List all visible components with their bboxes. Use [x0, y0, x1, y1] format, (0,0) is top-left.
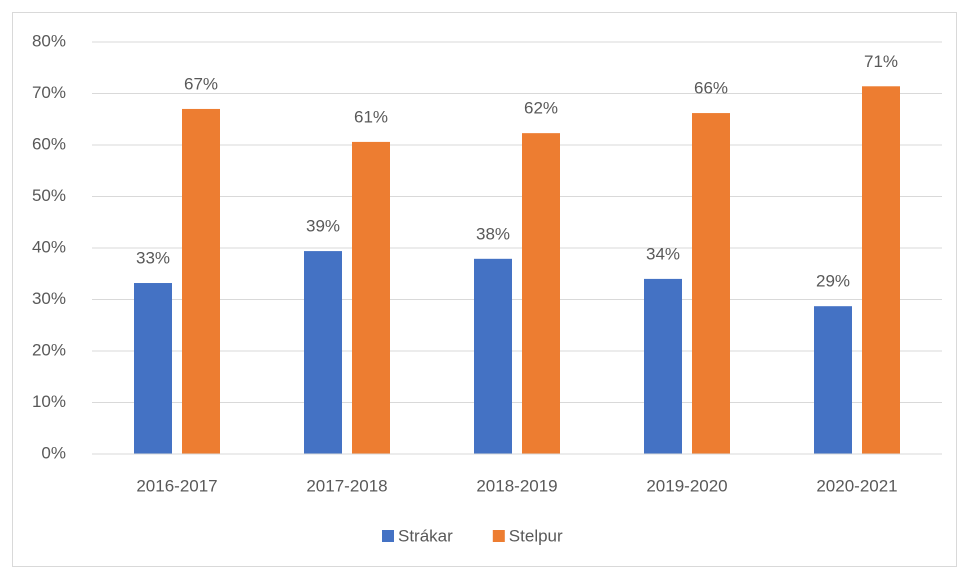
data-label: 33% — [136, 249, 170, 268]
data-label: 61% — [354, 107, 388, 126]
bar — [352, 141, 390, 454]
legend-swatch — [382, 530, 394, 542]
x-tick-label: 2020-2021 — [816, 476, 897, 495]
data-label: 67% — [184, 74, 218, 93]
data-label: 66% — [694, 79, 728, 98]
bar — [474, 258, 512, 454]
y-tick-label: 0% — [41, 443, 66, 462]
bar — [182, 108, 220, 454]
bar — [644, 278, 682, 454]
y-tick-label: 10% — [32, 392, 66, 411]
data-label: 39% — [306, 217, 340, 236]
y-tick-label: 20% — [32, 340, 66, 359]
y-tick-label: 40% — [32, 237, 66, 256]
y-tick-label: 70% — [32, 83, 66, 102]
legend-label: Stelpur — [509, 526, 563, 545]
x-tick-label: 2016-2017 — [136, 476, 217, 495]
bar — [134, 283, 172, 454]
x-tick-label: 2019-2020 — [646, 476, 727, 495]
y-tick-label: 30% — [32, 289, 66, 308]
y-tick-label: 80% — [32, 31, 66, 50]
data-label: 29% — [816, 272, 850, 291]
x-tick-label: 2017-2018 — [306, 476, 387, 495]
x-tick-label: 2018-2019 — [476, 476, 557, 495]
bar — [814, 306, 852, 454]
data-label: 71% — [864, 52, 898, 71]
legend-label: Strákar — [398, 526, 453, 545]
data-label: 62% — [524, 99, 558, 118]
legend-swatch — [492, 530, 505, 542]
bar — [862, 86, 900, 454]
data-label: 34% — [646, 244, 680, 263]
bar — [304, 251, 342, 454]
y-tick-label: 50% — [32, 186, 66, 205]
data-label: 38% — [476, 224, 510, 243]
y-tick-label: 60% — [32, 134, 66, 153]
bar — [522, 133, 560, 454]
bar — [692, 113, 730, 454]
